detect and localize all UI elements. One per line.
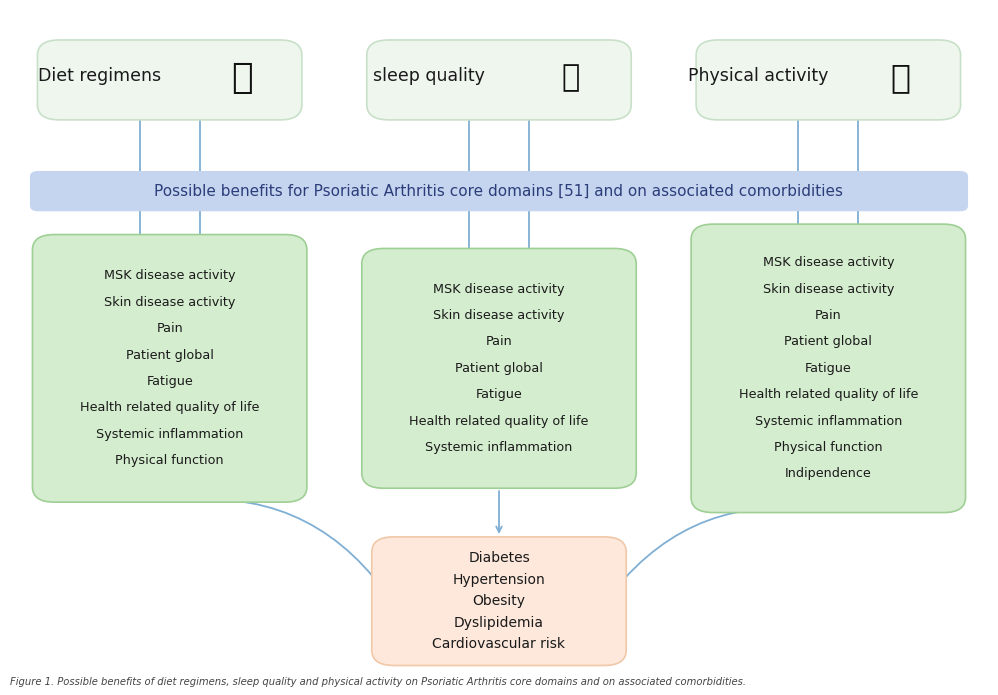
Text: MSK disease activity: MSK disease activity — [762, 256, 894, 269]
Text: Physical function: Physical function — [774, 441, 882, 454]
Text: Diabetes: Diabetes — [468, 551, 530, 565]
Text: Skin disease activity: Skin disease activity — [104, 296, 236, 309]
Text: Fatigue: Fatigue — [805, 362, 851, 375]
Text: Skin disease activity: Skin disease activity — [762, 283, 894, 295]
Text: 🍱: 🍱 — [231, 61, 252, 95]
Text: Cardiovascular risk: Cardiovascular risk — [432, 637, 566, 651]
Text: Skin disease activity: Skin disease activity — [433, 309, 565, 322]
FancyBboxPatch shape — [38, 40, 301, 120]
FancyBboxPatch shape — [691, 224, 965, 513]
Text: Patient global: Patient global — [784, 336, 872, 348]
Text: Pain: Pain — [486, 336, 512, 348]
Text: Figure 1. Possible benefits of diet regimens, sleep quality and physical activit: Figure 1. Possible benefits of diet regi… — [10, 677, 746, 687]
Text: Diet regimens: Diet regimens — [38, 67, 162, 85]
FancyBboxPatch shape — [697, 40, 960, 120]
Text: Systemic inflammation: Systemic inflammation — [425, 441, 573, 454]
Text: Hypertension: Hypertension — [453, 573, 545, 587]
Text: MSK disease activity: MSK disease activity — [104, 270, 236, 282]
Text: Physical activity: Physical activity — [689, 67, 828, 85]
Text: Health related quality of life: Health related quality of life — [80, 402, 259, 414]
Text: MSK disease activity: MSK disease activity — [433, 283, 565, 295]
Text: Health related quality of life: Health related quality of life — [409, 415, 589, 427]
Text: 🏃: 🏃 — [890, 61, 910, 95]
Text: Systemic inflammation: Systemic inflammation — [754, 415, 902, 427]
Text: Fatigue: Fatigue — [147, 375, 193, 388]
Text: Obesity: Obesity — [472, 594, 526, 608]
Text: Pain: Pain — [157, 322, 183, 335]
Text: Health related quality of life: Health related quality of life — [739, 389, 918, 401]
Text: 🛏: 🛏 — [562, 63, 580, 92]
Text: Pain: Pain — [815, 309, 841, 322]
FancyBboxPatch shape — [32, 235, 306, 502]
Text: Fatigue: Fatigue — [476, 389, 522, 401]
Text: Possible benefits for Psoriatic Arthritis core domains [51] and on associated co: Possible benefits for Psoriatic Arthriti… — [155, 183, 843, 199]
Text: Patient global: Patient global — [126, 349, 214, 361]
FancyBboxPatch shape — [371, 537, 626, 666]
Text: Dyslipidemia: Dyslipidemia — [454, 616, 544, 630]
Text: Systemic inflammation: Systemic inflammation — [96, 428, 244, 441]
FancyBboxPatch shape — [30, 171, 968, 211]
FancyBboxPatch shape — [366, 40, 631, 120]
Text: Indipendence: Indipendence — [785, 468, 871, 480]
Text: Physical function: Physical function — [116, 455, 224, 467]
FancyBboxPatch shape — [361, 249, 636, 488]
Text: Patient global: Patient global — [455, 362, 543, 375]
Text: sleep quality: sleep quality — [373, 67, 485, 85]
